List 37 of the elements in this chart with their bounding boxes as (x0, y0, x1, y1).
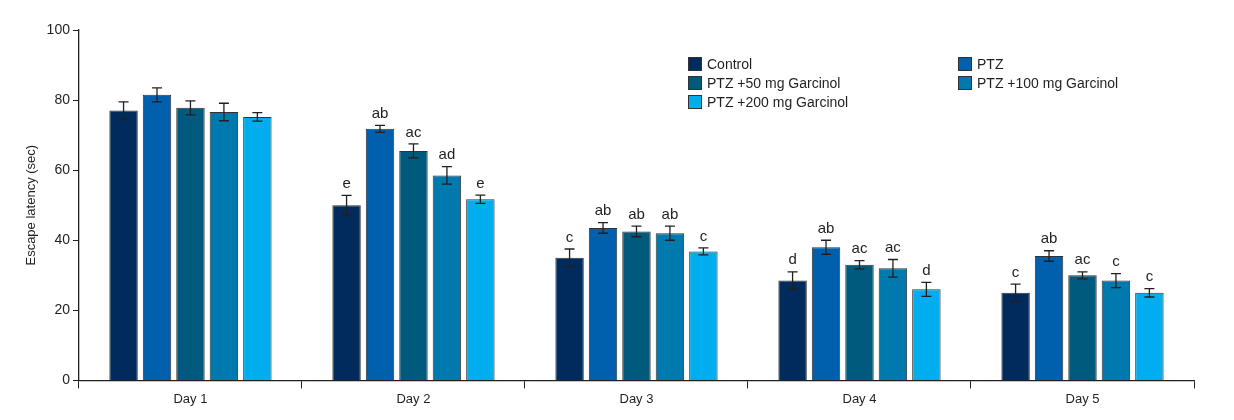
legend-label: PTZ (977, 56, 1004, 72)
data-label: ab (371, 103, 389, 121)
data-label: ab (1040, 229, 1058, 247)
data-label: ac (851, 239, 868, 257)
data-label: ab (661, 204, 679, 222)
y-tick-label: 60 (54, 161, 71, 178)
data-label: ab (628, 204, 645, 222)
data-label: c (1112, 252, 1121, 270)
data-label: ac (1074, 250, 1091, 268)
data-label: c (1145, 267, 1154, 285)
data-label: e (342, 174, 351, 192)
x-tick-label: Day 5 (1065, 390, 1100, 406)
data-label: ab (817, 218, 835, 236)
data-label: ad (438, 145, 456, 163)
x-tick-label: Day 2 (396, 390, 431, 406)
data-label: c (699, 226, 708, 244)
data-label: d (922, 260, 931, 278)
x-tick-label: Day 3 (619, 390, 654, 406)
y-tick-label: 80 (54, 90, 71, 107)
y-tick-label: 20 (54, 301, 71, 318)
y-tick-label: 40 (54, 231, 71, 248)
legend-label: Control (707, 56, 753, 72)
y-tick-label: 0 (62, 371, 71, 388)
legend-label: PTZ +100 mg Garcinol (977, 75, 1119, 91)
data-label: e (476, 173, 485, 191)
x-tick-label: Day 1 (173, 390, 208, 406)
legend-label: PTZ +200 mg Garcinol (707, 94, 849, 110)
data-label: d (788, 250, 797, 268)
data-label: c (1011, 262, 1020, 280)
legend-label: PTZ +50 mg Garcinol (707, 75, 841, 91)
y-tick-label: 100 (46, 20, 71, 37)
data-label: ab (594, 201, 612, 219)
x-tick-label: Day 4 (842, 390, 877, 406)
data-label: ac (885, 238, 902, 256)
y-axis-title: Escape latency (sec) (23, 144, 39, 266)
data-label: c (565, 227, 574, 245)
data-label: ac (405, 122, 422, 140)
